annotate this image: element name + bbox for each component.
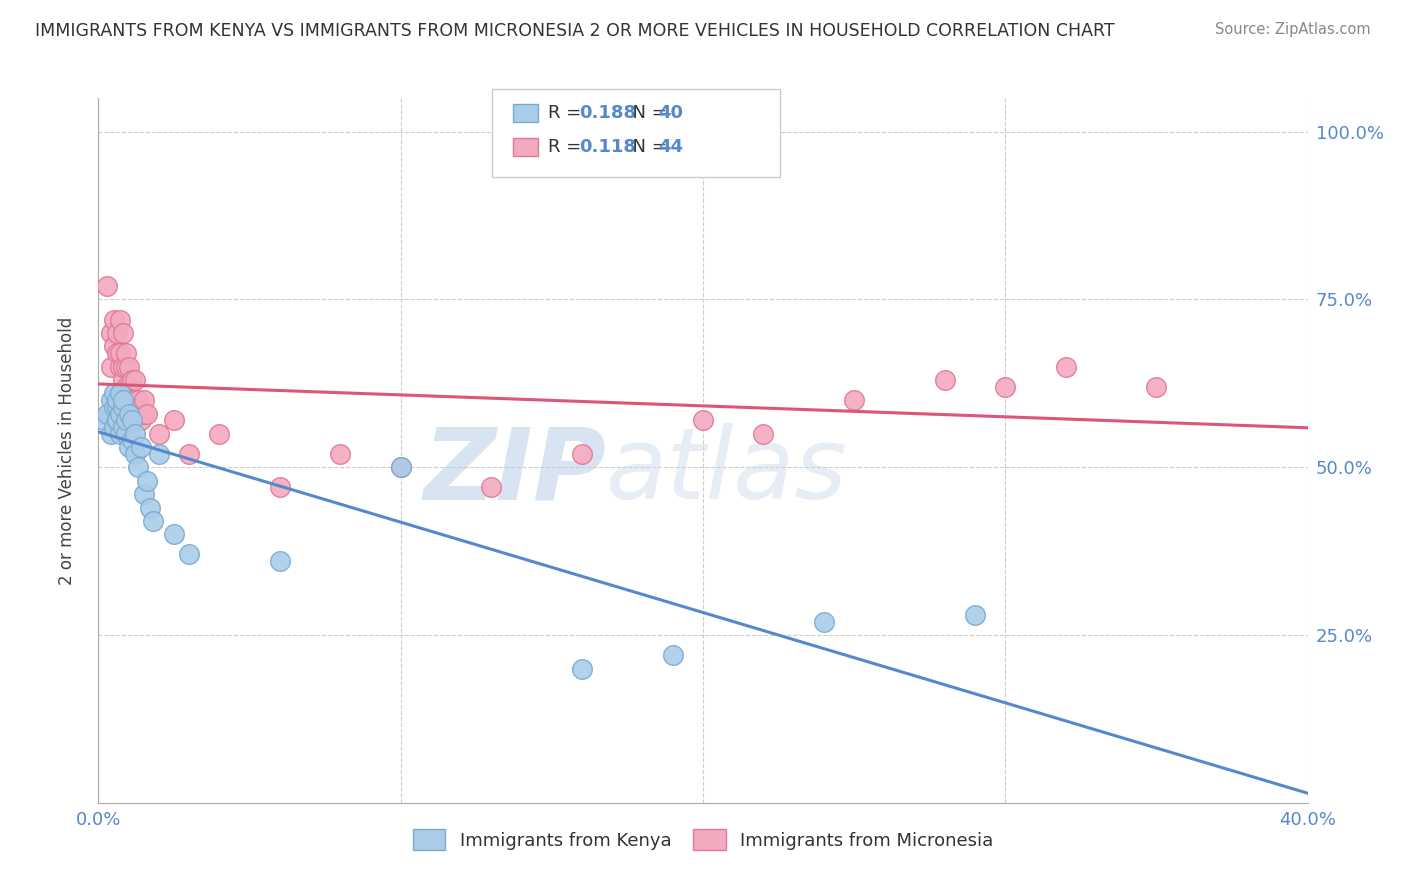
Point: [114, 346, 136, 360]
Point: [121, 373, 143, 387]
Point: [124, 447, 146, 461]
Point: [103, 312, 125, 326]
Point: [105, 413, 128, 427]
Point: [661, 648, 683, 662]
Point: [124, 393, 146, 408]
Point: [100, 393, 122, 408]
Point: [934, 373, 956, 387]
Point: [103, 400, 125, 414]
Point: [118, 407, 141, 421]
Point: [752, 426, 775, 441]
Point: [121, 393, 143, 408]
Text: R =: R =: [548, 138, 588, 156]
Point: [114, 426, 136, 441]
Point: [111, 400, 134, 414]
Point: [269, 554, 291, 568]
Point: [118, 440, 141, 454]
Text: IMMIGRANTS FROM KENYA VS IMMIGRANTS FROM MICRONESIA 2 OR MORE VEHICLES IN HOUSEH: IMMIGRANTS FROM KENYA VS IMMIGRANTS FROM…: [35, 22, 1115, 40]
Point: [100, 426, 122, 441]
Point: [179, 447, 201, 461]
Point: [111, 393, 134, 408]
Text: N =: N =: [621, 138, 673, 156]
Point: [571, 447, 593, 461]
Point: [124, 426, 146, 441]
Point: [100, 326, 122, 340]
Point: [1054, 359, 1077, 374]
Text: N =: N =: [621, 104, 673, 122]
Point: [108, 407, 131, 421]
Point: [103, 420, 125, 434]
Point: [692, 413, 714, 427]
Point: [129, 413, 152, 427]
Point: [103, 339, 125, 353]
Point: [105, 393, 128, 408]
Point: [111, 359, 134, 374]
Point: [118, 380, 141, 394]
Y-axis label: 2 or more Vehicles in Household: 2 or more Vehicles in Household: [58, 317, 76, 584]
Point: [142, 514, 165, 528]
Point: [105, 326, 128, 340]
Point: [965, 607, 987, 622]
Point: [389, 460, 412, 475]
Point: [269, 480, 291, 494]
Point: [111, 373, 134, 387]
Point: [571, 662, 593, 676]
Point: [108, 312, 131, 326]
Text: ZIP: ZIP: [423, 423, 606, 520]
Point: [132, 487, 155, 501]
Point: [208, 426, 231, 441]
Legend: Immigrants from Kenya, Immigrants from Micronesia: Immigrants from Kenya, Immigrants from M…: [405, 822, 1001, 857]
Text: Source: ZipAtlas.com: Source: ZipAtlas.com: [1215, 22, 1371, 37]
Point: [135, 474, 157, 488]
Text: atlas: atlas: [606, 423, 848, 520]
Point: [100, 359, 122, 374]
Point: [96, 407, 118, 421]
Point: [389, 460, 412, 475]
Text: 40: 40: [658, 104, 683, 122]
Point: [96, 279, 118, 293]
Point: [105, 413, 128, 427]
Point: [124, 373, 146, 387]
Text: R =: R =: [548, 104, 588, 122]
Point: [105, 346, 128, 360]
Point: [121, 413, 143, 427]
Point: [132, 407, 155, 421]
Point: [114, 380, 136, 394]
Point: [111, 420, 134, 434]
Point: [111, 326, 134, 340]
Point: [163, 527, 186, 541]
Point: [135, 407, 157, 421]
Text: 0.188: 0.188: [579, 104, 637, 122]
Point: [108, 346, 131, 360]
Point: [1144, 380, 1167, 394]
Point: [108, 426, 131, 441]
Point: [163, 413, 186, 427]
Point: [114, 413, 136, 427]
Point: [127, 407, 149, 421]
Point: [127, 460, 149, 475]
Point: [129, 440, 152, 454]
Point: [103, 386, 125, 401]
Point: [179, 548, 201, 562]
Point: [127, 393, 149, 408]
Point: [994, 380, 1017, 394]
Point: [108, 359, 131, 374]
Point: [148, 426, 170, 441]
Point: [813, 615, 835, 629]
Point: [93, 413, 115, 427]
Point: [329, 447, 352, 461]
Point: [121, 434, 143, 448]
Point: [118, 359, 141, 374]
Point: [105, 400, 128, 414]
Point: [139, 500, 162, 515]
Point: [108, 386, 131, 401]
Text: 44: 44: [658, 138, 683, 156]
Point: [844, 393, 866, 408]
Text: 0.118: 0.118: [579, 138, 637, 156]
Point: [481, 480, 503, 494]
Point: [148, 447, 170, 461]
Point: [132, 393, 155, 408]
Point: [114, 359, 136, 374]
